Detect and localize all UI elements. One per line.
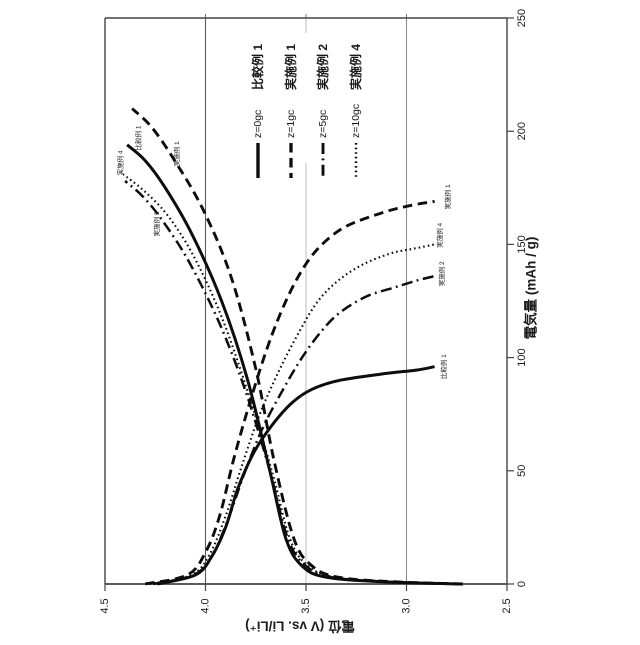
legend-z-label: z=5gc [317,110,329,138]
capacity-tick-label-100: 100 [516,348,528,366]
legend-name-label: 実施例 2 [315,44,330,90]
実施例 2-discharge-curve [152,274,435,586]
capacity-axis-label: 電気量 (mAh / g) [523,237,539,340]
voltage-tick-label-4.5: 4.5 [99,598,111,613]
実施例 1-charge-curve [131,107,463,586]
legend: z=0gc 比較例 1 z=1gc 実施例 1 z=5gc 実施例 2 z=10gc 実施例 … [238,33,380,178]
curve-label: 比較例 1 [134,125,143,150]
実施例 4-charge-curve [122,173,463,586]
series-比較例 1 [126,143,463,586]
curve-label: 実施例 4 [435,222,444,247]
legend-name-label: 実施例 4 [348,44,363,90]
比較例 1-discharge-curve [156,365,435,586]
voltage-tick-label-4.0: 4.0 [200,598,212,613]
legend-background [238,33,380,163]
capacity-tick-label-0: 0 [516,581,528,587]
legend-z-label: z=10gc [350,104,362,138]
voltage-tick-label-2.5: 2.5 [501,598,513,613]
series-実施例 1 [131,107,463,586]
実施例 1-discharge-curve [144,199,435,586]
capacity-tick-label-50: 50 [516,465,528,477]
legend-item-比較例 1: z=0gc 比較例 1 [250,44,265,178]
voltage-axis-label: 電位 (V vs. Li/Li⁺) [245,619,355,635]
legend-name-label: 比較例 1 [250,44,265,90]
capacity-tick-label-250: 250 [516,9,528,27]
legend-z-label: z=0gc [252,110,264,138]
比較例 1-charge-curve [126,143,463,586]
legend-z-label: z=1gc [285,110,297,138]
legend-item-実施例 2: z=5gc 実施例 2 [315,44,330,178]
voltage-tick-label-3.0: 3.0 [401,598,413,613]
series-実施例 2 [124,180,463,586]
series-curves [122,107,463,586]
legend-item-実施例 4: z=10gc 実施例 4 [348,44,363,178]
legend-name-label: 実施例 1 [283,44,298,90]
curve-label: 実施例 4 [116,150,125,175]
curve-label: 実施例 1 [172,141,181,166]
series-実施例 4 [122,173,463,586]
axis-ticks: 4.5 4.0 3.5 3.0 2.5 0 50 100 150 200 250 [99,9,528,614]
curve-label: 実施例 1 [443,184,452,209]
curve-labels: 比較例 1 実施例 1 実施例 4 実施例 2 実施例 1 実施例 4 実施例 2 比較例 1 [116,125,453,379]
capacity-tick-label-150: 150 [516,235,528,253]
実施例 4-discharge-curve [148,243,435,586]
curve-label: 比較例 1 [439,354,448,379]
実施例 2-charge-curve [124,180,463,586]
curve-label: 実施例 2 [437,261,446,286]
curve-label: 実施例 2 [152,211,161,236]
legend-item-実施例 1: z=1gc 実施例 1 [283,44,298,178]
capacity-tick-label-200: 200 [516,122,528,140]
voltage-tick-label-3.5: 3.5 [300,598,312,613]
